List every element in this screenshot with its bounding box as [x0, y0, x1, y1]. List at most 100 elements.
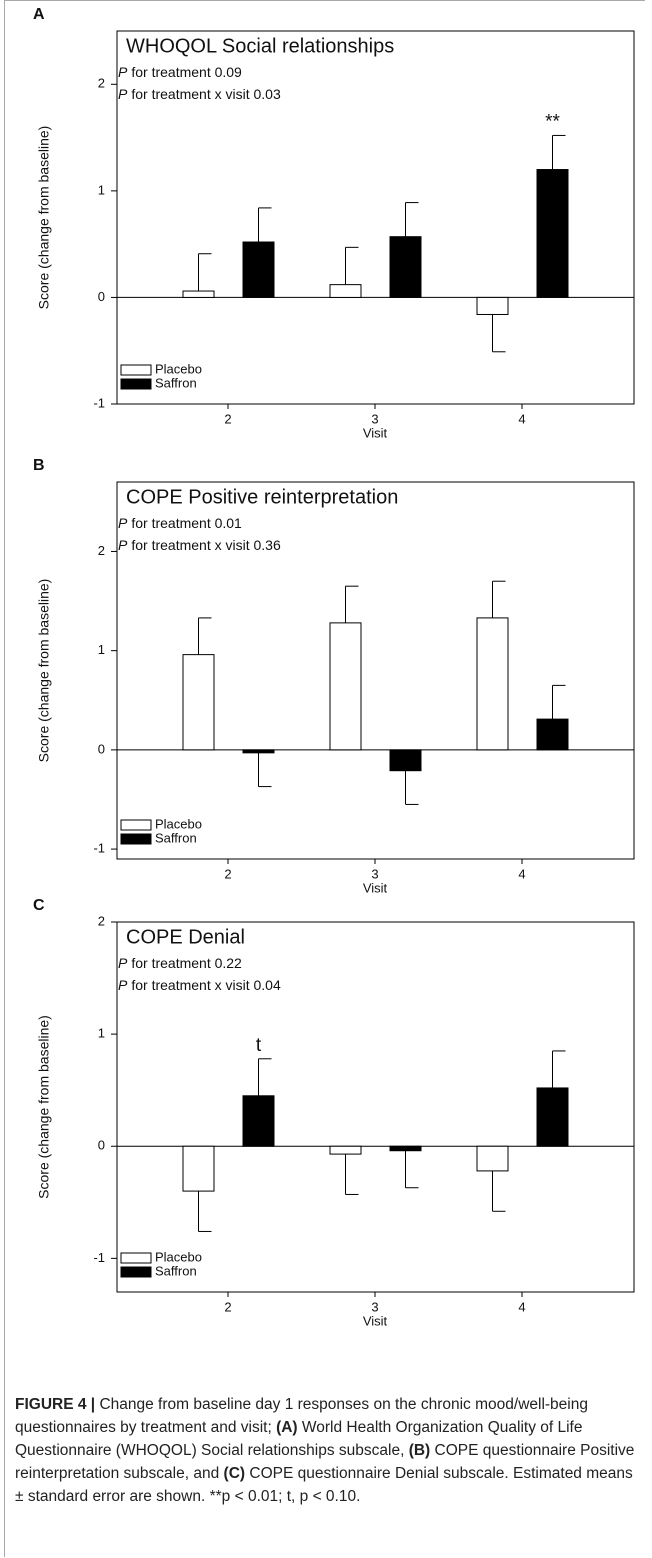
- x-tick-label: 3: [371, 1299, 378, 1314]
- y-axis-label: Score (change from baseline): [36, 1015, 52, 1199]
- bar: [389, 1145, 422, 1152]
- y-tick-label: 0: [98, 289, 105, 304]
- legend-swatch: [120, 378, 152, 390]
- bar: [242, 1095, 275, 1147]
- chart-area: A WHOQOL Social relationships P for treatme…: [33, 6, 635, 1328]
- annotation-text: for treatment 0.01: [131, 515, 242, 531]
- error-bar: [258, 207, 272, 243]
- x-tick-label: 3: [371, 411, 378, 426]
- legend-label: Saffron: [155, 1263, 197, 1278]
- significance-label: **: [545, 111, 560, 132]
- caption: FIGURE 4 | Change from baseline day 1 re…: [15, 1393, 635, 1508]
- y-axis-label: Score (change from baseline): [36, 579, 52, 763]
- error-bar: [198, 253, 212, 292]
- annotation-symbol: P: [118, 977, 128, 993]
- y-tick-label: 2: [98, 543, 105, 558]
- legend-label: Placebo: [155, 361, 202, 376]
- y-tick-label: -1: [93, 1250, 105, 1265]
- legend-label: Saffron: [155, 830, 197, 845]
- error-bar: [405, 202, 419, 237]
- bar: [389, 236, 422, 298]
- error-bar: [198, 617, 212, 655]
- legend-swatch: [120, 833, 152, 845]
- annotation-text: for treatment x visit 0.03: [131, 86, 281, 102]
- bar: [536, 169, 569, 298]
- bar: [329, 284, 362, 298]
- error-bar: [258, 752, 272, 788]
- y-tick-label: 1: [98, 642, 105, 657]
- bar: [329, 622, 362, 751]
- x-tick-label: 3: [371, 866, 378, 881]
- annotation-text: for treatment x visit 0.36: [131, 537, 281, 553]
- caption-segment: (A): [276, 1419, 298, 1436]
- x-tick-label: 4: [518, 411, 525, 426]
- x-tick-label: 4: [518, 866, 525, 881]
- y-tick-label: 0: [98, 1138, 105, 1153]
- legend-label: Placebo: [155, 816, 202, 831]
- panel-label: C: [33, 897, 45, 914]
- error-bar: [492, 1170, 506, 1212]
- significance-label: t: [256, 1035, 262, 1056]
- annotation-symbol: P: [118, 955, 128, 971]
- caption-segment: Change from baseline day 1 responses on …: [15, 1396, 588, 1436]
- annotation-text: for treatment 0.22: [131, 955, 242, 971]
- x-tick-label: 2: [224, 866, 231, 881]
- legend-swatch: [120, 1266, 152, 1278]
- chart-title: COPE Positive reinterpretation: [126, 486, 398, 508]
- y-tick-label: 1: [98, 1026, 105, 1041]
- error-bar: [345, 1154, 359, 1195]
- x-tick-label: 2: [224, 1299, 231, 1314]
- legend-label: Saffron: [155, 375, 197, 390]
- caption-segment: (C): [223, 1465, 246, 1482]
- y-tick-label: -1: [93, 841, 105, 856]
- x-tick-label: 4: [518, 1299, 525, 1314]
- annotation-symbol: P: [118, 86, 128, 102]
- bar: [182, 654, 215, 751]
- x-axis-label: Visit: [363, 880, 388, 895]
- error-bar: [198, 1191, 212, 1232]
- error-bar: [345, 585, 359, 623]
- caption-segment: (B): [408, 1442, 431, 1459]
- error-bar: [552, 684, 566, 720]
- annotation-symbol: P: [118, 64, 128, 80]
- bar: [242, 749, 275, 754]
- error-bar: [405, 770, 419, 805]
- annotation-symbol: P: [118, 537, 128, 553]
- caption-segment: FIGURE 4 |: [15, 1396, 96, 1413]
- y-tick-label: 2: [98, 76, 105, 91]
- x-tick-label: 2: [224, 411, 231, 426]
- x-axis-label: Visit: [363, 1313, 388, 1328]
- error-bar: [552, 1050, 566, 1088]
- legend-swatch: [120, 1252, 152, 1264]
- bar: [536, 718, 569, 751]
- error-bar: [552, 134, 566, 170]
- error-bar: [345, 246, 359, 285]
- legend-swatch: [120, 819, 152, 831]
- legend-label: Placebo: [155, 1249, 202, 1264]
- bar: [182, 290, 215, 298]
- error-bar: [492, 314, 506, 353]
- legend-swatch: [120, 364, 152, 376]
- bar: [182, 1145, 215, 1192]
- y-tick-label: -1: [93, 395, 105, 410]
- bar: [536, 1087, 569, 1147]
- bar: [476, 296, 509, 315]
- caption-segment: World Health Organization Quality of Lif…: [15, 1419, 583, 1459]
- panel-label: B: [33, 457, 45, 474]
- y-tick-label: 1: [98, 182, 105, 197]
- y-axis-label: Score (change from baseline): [36, 126, 52, 310]
- caption-segment: COPE questionnaire Denial subscale. Esti…: [15, 1465, 633, 1505]
- annotation-text: for treatment x visit 0.04: [131, 977, 281, 993]
- error-bar: [492, 580, 506, 618]
- y-tick-label: 0: [98, 741, 105, 756]
- annotation-symbol: P: [118, 515, 128, 531]
- bar: [476, 1145, 509, 1172]
- caption-segment: COPE questionnaire Positive reinterpreta…: [15, 1442, 635, 1482]
